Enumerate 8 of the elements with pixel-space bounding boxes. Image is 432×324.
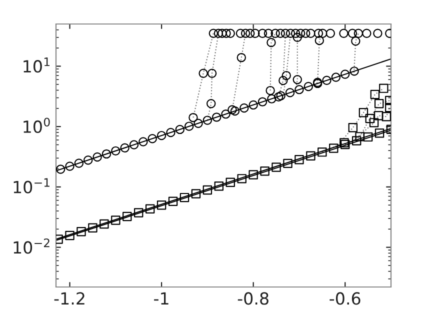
y-tick-label: 10$^{−1}$ (14, 178, 50, 194)
x-tick-label: -0.6 (330, 292, 360, 305)
x-tick-label: -1.2 (54, 292, 84, 305)
y-tick-label: 10$^{−2}$ (14, 238, 50, 254)
x-tick-label: -0.8 (238, 292, 268, 305)
y-tick-label: 10$^{0}$ (24, 118, 50, 134)
y-tick-label: 10$^{1}$ (24, 58, 50, 73)
x-tick-label: -1 (154, 292, 168, 305)
